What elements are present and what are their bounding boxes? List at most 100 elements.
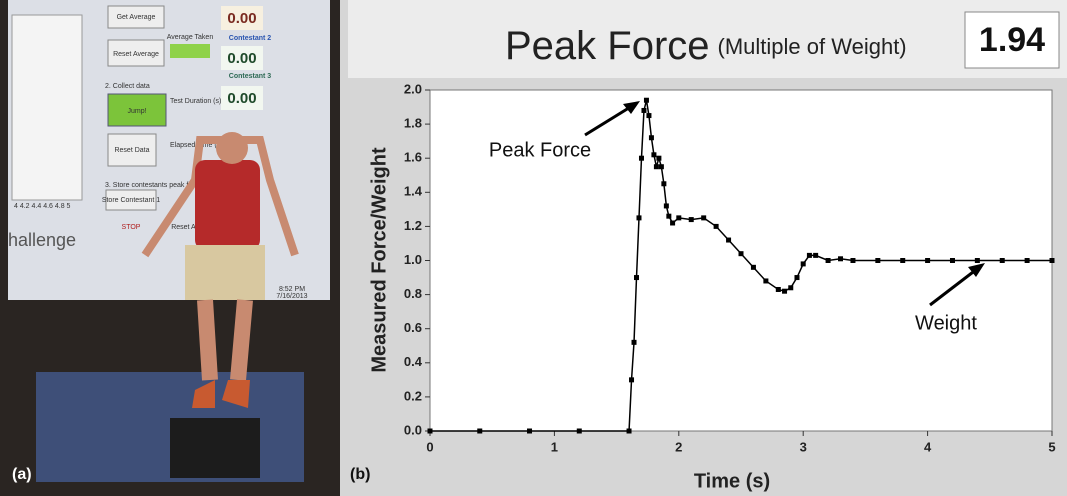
data-point (850, 258, 856, 263)
screen-text: 8:52 PM (279, 286, 305, 293)
data-point (782, 288, 788, 294)
screen-text: Contestant 2 (229, 35, 272, 42)
data-point (800, 261, 806, 267)
data-point (900, 258, 906, 263)
data-point (646, 113, 652, 119)
x-tick-label: 4 (924, 439, 932, 454)
annotation-arrow (929, 267, 978, 307)
head (216, 132, 248, 164)
readout (221, 46, 263, 70)
data-point (875, 258, 881, 263)
screen-graph (11, 14, 83, 201)
y-axis-label: Measured Force/Weight (368, 147, 390, 373)
data-point (949, 258, 955, 263)
data-point (806, 252, 812, 258)
data-line (430, 100, 1052, 432)
data-point (726, 237, 732, 243)
data-point (688, 217, 694, 223)
screen-text: Reset Average (113, 51, 159, 58)
annotation: Peak Force (489, 139, 591, 161)
screen-text: hallenge (8, 230, 76, 250)
arrowhead (968, 263, 985, 277)
x-tick-label: 3 (800, 439, 807, 454)
data-point (643, 97, 649, 103)
screen-text: 3. Store contestants peak force (105, 182, 202, 189)
data-point (629, 377, 635, 383)
data-point (825, 258, 831, 263)
x-tick-label: 1 (551, 439, 558, 454)
data-point (638, 155, 644, 161)
x-axis-label: Time (s) (694, 470, 770, 492)
y-tick-label: 0.8 (404, 286, 422, 301)
data-point (838, 256, 844, 262)
data-point (661, 181, 667, 187)
screen-text: 0.00 (227, 50, 256, 67)
header-value: 1.94 (979, 21, 1045, 59)
y-tick-label: 1.2 (404, 218, 422, 233)
data-point (477, 428, 483, 434)
arrowhead (623, 101, 640, 114)
data-point (658, 164, 664, 170)
screen-text: 0.00 (227, 10, 256, 27)
shirt (195, 160, 260, 250)
data-point (670, 220, 676, 226)
y-tick-label: 1.4 (404, 184, 423, 199)
y-tick-label: 1.6 (404, 150, 422, 165)
screen-text: 0.00 (227, 90, 256, 107)
data-point (576, 428, 582, 434)
data-point (656, 155, 662, 161)
screen-text: 7/16/2013 (276, 293, 307, 300)
x-tick-label: 5 (1048, 439, 1055, 454)
screen-text: Test Duration (s) (170, 98, 221, 105)
indicator (170, 44, 210, 58)
data-point (636, 215, 642, 221)
data-point (631, 339, 637, 345)
value-box (964, 11, 1060, 69)
y-tick-label: 0.0 (404, 422, 422, 437)
screen-text: Store Contestant 1 (102, 197, 160, 204)
button (105, 189, 157, 211)
data-point (701, 215, 707, 221)
screen-text: Get Average (117, 14, 156, 21)
y-tick-label: 0.4 (404, 354, 423, 369)
plot: 0.0 0.2 0.4 0.6 0.8 1.0 1.2 1.4 1.6 1.8 2.0 0 1 2 3 4 5 (404, 81, 1056, 454)
x-tick-label: 0 (426, 439, 433, 454)
data-point (713, 223, 719, 229)
data-point (641, 107, 647, 113)
data-point (634, 275, 640, 281)
screen-text: Reset Data (114, 147, 149, 154)
data-point (763, 278, 769, 284)
data-point (1049, 258, 1055, 263)
screen-text: Average Taken (167, 34, 214, 41)
data-point (663, 203, 669, 209)
y-tick-label: 0.2 (404, 388, 422, 403)
panel-label: (b) (350, 466, 370, 483)
data-point (1024, 258, 1030, 263)
data-point (788, 285, 794, 291)
photo: Get Average 0.00 Contestant 2 Reset Aver… (0, 0, 340, 496)
shoes (192, 380, 250, 408)
data-point (925, 258, 931, 263)
button (107, 93, 167, 127)
data-point (999, 258, 1005, 263)
screen-text: STOP (122, 224, 141, 231)
screen-text: Reset All (171, 224, 199, 231)
data-point (794, 275, 800, 281)
data-point (651, 152, 657, 158)
data-point (974, 258, 980, 263)
box (170, 418, 260, 478)
y-tick-label: 2.0 (404, 81, 422, 96)
readout (221, 86, 263, 110)
x-tick-label: 2 (675, 439, 682, 454)
screen-text: 4 4.2 4.4 4.6 4.8 5 (14, 203, 71, 210)
button (107, 5, 165, 29)
annotation: Weight (915, 312, 977, 334)
data-point (527, 428, 533, 434)
data-point (676, 215, 682, 221)
y-tick-label: 1.8 (404, 116, 422, 131)
header-title-main: Peak Force (505, 24, 710, 68)
screen-text: Contestant 3 (229, 73, 272, 80)
button (107, 133, 157, 167)
shorts (185, 245, 265, 300)
